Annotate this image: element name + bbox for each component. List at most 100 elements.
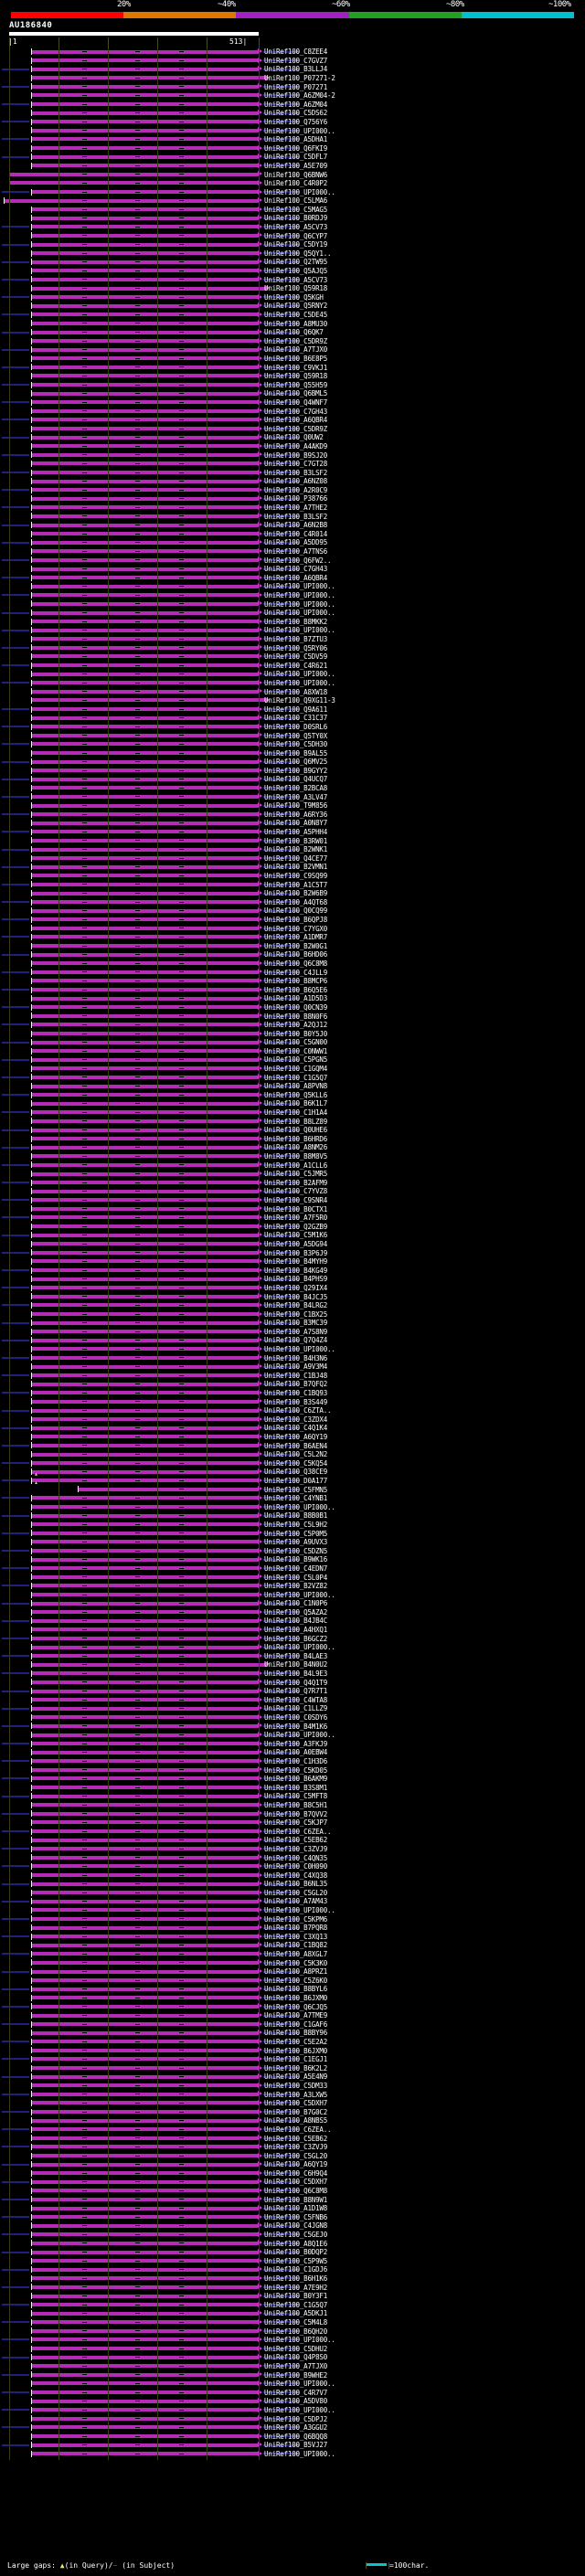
hit-accession-label[interactable]: UniRef100_B0Y3F1 (264, 2292, 328, 2301)
hit-accession-label[interactable]: UniRef100_B2AFM9 (264, 1178, 328, 1187)
hit-accession-label[interactable]: UniRef100_B6Q5E6 (264, 985, 328, 994)
alignment-bar[interactable] (32, 1952, 258, 1956)
hit-row[interactable]: UniRef100_C5DY19 (0, 240, 585, 249)
alignment-bar[interactable] (32, 330, 258, 334)
hit-row[interactable]: UniRef100_C4QN35 (0, 1853, 585, 1862)
hit-accession-label[interactable]: UniRef100_A9UVX3 (264, 1538, 328, 1547)
hit-row[interactable]: UniRef100_A1DMR7 (0, 933, 585, 942)
alignment-bar[interactable] (32, 1075, 258, 1079)
hit-row[interactable]: UniRef100_B8MKK2 (0, 618, 585, 627)
hit-row[interactable]: UniRef100_B8BY96 (0, 2029, 585, 2038)
alignment-bar[interactable] (32, 917, 258, 922)
hit-accession-label[interactable]: UniRef100_B4LAE3 (264, 1651, 328, 1660)
hit-accession-label[interactable]: UniRef100_B5VJ27 (264, 2441, 328, 2450)
hit-row[interactable]: UniRef100_C5LMA6 (0, 196, 585, 206)
hit-accession-label[interactable]: UniRef100_A3LV47 (264, 792, 328, 801)
alignment-bar[interactable] (32, 164, 258, 168)
hit-row[interactable]: UniRef100_Q9A611 (0, 705, 585, 715)
hit-accession-label[interactable]: UniRef100_UPI000.. (264, 187, 335, 196)
hit-row[interactable]: UniRef100_UPI000.. (0, 626, 585, 635)
alignment-bar[interactable] (32, 2241, 258, 2245)
hit-accession-label[interactable]: UniRef100_B4JCJ5 (264, 1292, 328, 1301)
hit-row[interactable]: UniRef100_C8ZEE4 (0, 48, 585, 57)
alignment-bar[interactable] (32, 427, 258, 431)
hit-accession-label[interactable]: UniRef100_B4PHS9 (264, 1275, 328, 1284)
hit-accession-label[interactable]: UniRef100_C5DR9Z (264, 336, 328, 345)
hit-row[interactable]: UniRef100_C5GEJ0 (0, 2231, 585, 2240)
hit-row[interactable]: UniRef100_A5DKJ1 (0, 2309, 585, 2318)
hit-row[interactable]: UniRef100_A8PVN8 (0, 1082, 585, 1091)
hit-row[interactable]: UniRef100_C4Q1K4 (0, 1424, 585, 1433)
alignment-bar[interactable] (32, 2259, 258, 2263)
alignment-bar[interactable] (32, 1540, 258, 1544)
hit-accession-label[interactable]: UniRef100_C1H1A4 (264, 1108, 328, 1118)
alignment-bar[interactable] (32, 2083, 258, 2088)
alignment-bar[interactable] (32, 1206, 258, 1211)
hit-row[interactable]: UniRef100_A9V3M4 (0, 1362, 585, 1372)
hit-accession-label[interactable]: UniRef100_UPI000.. (264, 1345, 335, 1354)
alignment-bar[interactable] (32, 2284, 258, 2289)
hit-accession-label[interactable]: UniRef100_A7TJX0 (264, 2361, 328, 2370)
hit-row[interactable]: UniRef100_Q6QK7 (0, 328, 585, 337)
hit-row[interactable]: UniRef100_C5KD05 (0, 1765, 585, 1775)
hit-row[interactable]: UniRef100_B6AEN4 (0, 1441, 585, 1450)
hit-accession-label[interactable]: UniRef100_B6QH20 (264, 2327, 328, 2336)
hit-row[interactable]: UniRef100_C5M4L8 (0, 2318, 585, 2327)
alignment-bar[interactable] (32, 1882, 258, 1886)
hit-row[interactable]: UniRef100_B4LAE3 (0, 1652, 585, 1661)
alignment-bar[interactable] (32, 2320, 258, 2325)
alignment-bar[interactable] (32, 1426, 258, 1430)
alignment-bar[interactable] (32, 1645, 258, 1649)
alignment-bar[interactable] (32, 1443, 258, 1447)
hit-row[interactable]: UniRef100_B5VJ27 (0, 2441, 585, 2450)
hit-accession-label[interactable]: UniRef100_A6QY19 (264, 1433, 328, 1441)
alignment-bar[interactable] (10, 181, 258, 186)
alignment-bar[interactable] (32, 988, 258, 992)
hit-row[interactable]: UniRef100_B8B0B1 (0, 1511, 585, 1521)
hit-accession-label[interactable]: UniRef100_C4R0P2 (264, 179, 328, 188)
hit-accession-label[interactable]: UniRef100_C5MAG5 (264, 205, 328, 214)
hit-row[interactable]: UniRef100_Q0CQ99 (0, 906, 585, 916)
hit-accession-label[interactable]: UniRef100_A3FKJ9 (264, 1739, 328, 1748)
alignment-bar[interactable] (32, 1469, 258, 1474)
hit-accession-label[interactable]: UniRef100_C5DS62 (264, 109, 328, 118)
hit-accession-label[interactable]: UniRef100_C1BX25 (264, 1309, 328, 1319)
hit-row[interactable]: UniRef100_A8Q1E6 (0, 2239, 585, 2248)
alignment-bar[interactable] (32, 1417, 258, 1422)
hit-accession-label[interactable]: UniRef100_Q6FW2.. (264, 556, 332, 565)
hit-accession-label[interactable]: UniRef100_UPI000.. (264, 591, 335, 599)
alignment-bar[interactable] (32, 1996, 258, 2000)
hit-accession-label[interactable]: UniRef100_B4JB4C (264, 1617, 328, 1626)
alignment-bar[interactable] (32, 207, 258, 212)
hit-row[interactable]: UniRef100_A7F5R0 (0, 1214, 585, 1223)
hit-accession-label[interactable]: UniRef100_B8C5H1 (264, 1800, 328, 1809)
hit-row[interactable]: UniRef100_A6QBR4 (0, 416, 585, 425)
hit-accession-label[interactable]: UniRef100_A5E4N9 (264, 2072, 328, 2082)
alignment-bar[interactable] (32, 2048, 258, 2052)
hit-row[interactable]: UniRef100_Q5KLL6 (0, 1091, 585, 1100)
hit-row[interactable]: UniRef100_A0N8Y7 (0, 819, 585, 828)
hit-accession-label[interactable]: UniRef100_A6QBR4 (264, 416, 328, 425)
alignment-bar[interactable] (32, 2399, 258, 2403)
hit-row[interactable]: UniRef100_A5DG94 (0, 1240, 585, 1249)
alignment-bar[interactable] (32, 681, 258, 685)
alignment-bar[interactable] (32, 707, 258, 712)
hit-accession-label[interactable]: UniRef100_A7TNS6 (264, 547, 328, 557)
hit-row[interactable]: UniRef100_C5MFT8 (0, 1792, 585, 1801)
hit-row[interactable]: UniRef100_A3LXW5 (0, 2090, 585, 2099)
alignment-bar[interactable] (32, 935, 258, 939)
alignment-bar[interactable] (32, 408, 258, 413)
alignment-bar[interactable] (32, 2443, 258, 2447)
hit-accession-label[interactable]: UniRef100_B4M1K6 (264, 1722, 328, 1731)
hit-row[interactable]: UniRef100_C5DE45 (0, 311, 585, 320)
hit-accession-label[interactable]: UniRef100_B7PQR8 (264, 1924, 328, 1933)
hit-row[interactable]: UniRef100_A8XGL7 (0, 1950, 585, 1959)
hit-row[interactable]: UniRef100_A4HXQ1 (0, 1626, 585, 1635)
alignment-bar[interactable] (32, 637, 258, 641)
hit-accession-label[interactable]: UniRef100_C4WTA8 (264, 1695, 328, 1704)
hit-row[interactable]: UniRef100_C3ZVJ9 (0, 1845, 585, 1854)
alignment-bar[interactable] (32, 1960, 258, 1965)
alignment-bar[interactable] (32, 1733, 258, 1737)
alignment-bar[interactable] (32, 1224, 258, 1229)
alignment-bar[interactable] (32, 2154, 258, 2157)
